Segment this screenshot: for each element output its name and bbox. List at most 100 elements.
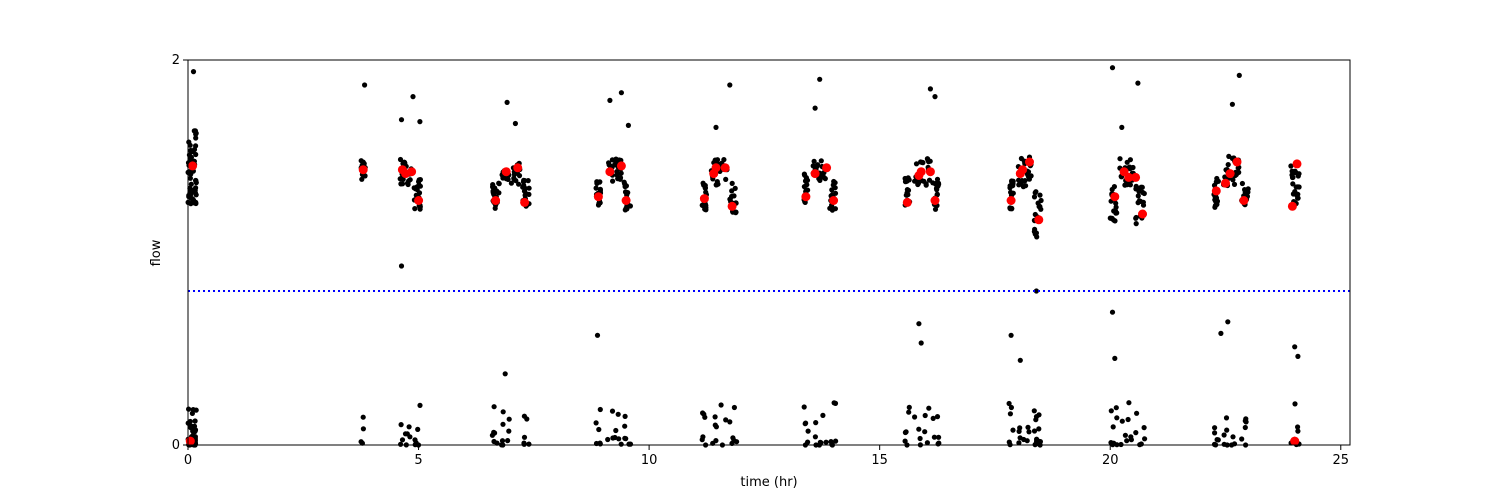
data-point — [905, 187, 912, 193]
data-point — [594, 180, 600, 186]
data-point — [936, 434, 942, 440]
highlighted-point — [605, 167, 615, 177]
highlighted-point — [185, 436, 195, 446]
data-point — [1017, 357, 1023, 363]
data-point — [1289, 174, 1296, 181]
data-point — [1141, 425, 1147, 431]
data-point — [397, 156, 404, 163]
data-point — [906, 409, 912, 415]
data-point — [1016, 177, 1022, 183]
data-point — [1130, 164, 1136, 171]
data-point — [1125, 416, 1131, 423]
data-point — [1213, 179, 1219, 185]
highlighted-point — [1290, 436, 1300, 446]
data-point — [516, 181, 522, 187]
highlighted-points-group — [185, 157, 1302, 446]
data-point — [526, 185, 532, 191]
data-point — [1032, 190, 1038, 196]
data-point — [407, 177, 413, 183]
data-point — [595, 202, 602, 208]
data-point — [1128, 437, 1134, 443]
data-point — [1112, 355, 1118, 361]
data-point — [358, 439, 364, 445]
data-point — [193, 407, 199, 413]
data-point — [1137, 198, 1144, 204]
highlighted-point — [520, 197, 530, 207]
data-point — [1225, 319, 1231, 325]
data-point — [700, 410, 706, 416]
data-point — [926, 405, 932, 411]
data-point — [723, 176, 729, 182]
data-point — [1122, 182, 1128, 188]
data-point — [1126, 400, 1132, 406]
data-point — [399, 437, 406, 443]
data-point — [912, 414, 918, 420]
highlighted-point — [1287, 201, 1297, 211]
plot-frame — [187, 59, 1351, 446]
data-point — [360, 426, 366, 432]
data-point — [415, 426, 421, 432]
data-point — [924, 440, 931, 446]
data-point — [617, 175, 624, 181]
data-point — [360, 159, 366, 165]
data-point — [803, 187, 809, 193]
data-point — [1290, 181, 1296, 187]
highlighted-point — [407, 167, 417, 177]
data-point — [1293, 184, 1299, 190]
highlighted-point — [930, 196, 940, 205]
data-point — [918, 340, 924, 346]
data-point — [832, 400, 839, 406]
data-point — [1223, 415, 1230, 421]
data-point — [702, 185, 708, 191]
data-point — [727, 419, 733, 425]
data-point — [1007, 411, 1014, 417]
highlighted-point — [1006, 196, 1016, 205]
data-point — [1289, 168, 1295, 174]
highlighted-point — [829, 196, 839, 205]
data-point — [812, 105, 818, 111]
data-point — [1231, 181, 1238, 187]
data-point — [1229, 101, 1235, 107]
highlighted-point — [593, 192, 603, 202]
data-point — [922, 412, 928, 419]
data-point — [1136, 188, 1142, 194]
data-point — [932, 94, 938, 100]
data-point — [496, 181, 502, 187]
highlighted-point — [1292, 159, 1302, 169]
data-point — [625, 122, 632, 128]
data-point — [1033, 288, 1039, 294]
data-point — [1026, 176, 1032, 182]
data-point — [622, 181, 628, 187]
data-point — [731, 193, 737, 199]
highlighted-point — [801, 192, 811, 202]
data-point — [801, 171, 808, 177]
data-point — [1142, 436, 1148, 442]
data-point — [805, 439, 811, 445]
data-point — [615, 411, 621, 417]
data-point — [1008, 404, 1015, 411]
data-point — [922, 429, 928, 435]
data-point — [1243, 416, 1249, 422]
data-point — [1222, 174, 1228, 180]
data-point — [1296, 171, 1302, 177]
data-point — [1127, 157, 1133, 163]
data-point — [414, 186, 420, 193]
data-point — [622, 423, 628, 429]
data-point — [597, 406, 603, 413]
x-tick-label: 15 — [871, 453, 888, 468]
data-point — [903, 429, 909, 435]
highlighted-point — [1018, 165, 1028, 175]
highlighted-point — [711, 163, 721, 173]
data-point — [596, 426, 602, 433]
data-point — [713, 124, 719, 130]
data-point — [930, 415, 936, 421]
data-point — [1009, 206, 1015, 212]
data-point — [1113, 405, 1119, 411]
data-point — [833, 438, 839, 444]
data-point — [417, 183, 423, 189]
data-point — [823, 439, 829, 445]
data-point — [934, 191, 940, 197]
data-point — [913, 161, 920, 167]
data-point — [610, 178, 616, 184]
data-point — [626, 441, 632, 447]
